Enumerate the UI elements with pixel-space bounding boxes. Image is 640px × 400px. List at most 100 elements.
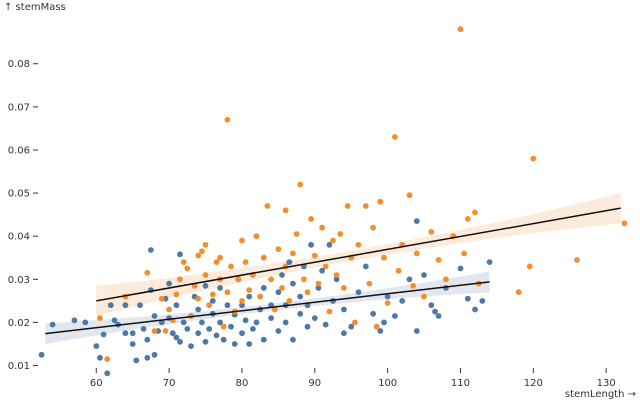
data-point <box>260 285 267 291</box>
data-point <box>279 285 285 291</box>
data-point <box>297 181 304 188</box>
data-point <box>406 276 413 283</box>
data-point <box>49 321 56 328</box>
data-point <box>384 293 391 300</box>
data-point <box>235 276 242 283</box>
data-point <box>279 272 285 278</box>
data-point <box>239 237 245 244</box>
data-point <box>301 276 307 283</box>
data-point <box>362 263 369 270</box>
data-point <box>220 336 227 343</box>
data-point <box>286 298 293 304</box>
data-point <box>373 323 380 330</box>
data-point <box>144 336 151 343</box>
data-point <box>286 259 293 265</box>
data-point <box>352 319 358 326</box>
data-point <box>151 313 158 319</box>
data-point <box>137 302 143 309</box>
data-point <box>271 306 278 313</box>
data-point <box>464 295 471 302</box>
y-tick-label: 0.01 <box>8 361 30 372</box>
data-point <box>399 298 406 304</box>
data-point <box>104 356 111 362</box>
data-point <box>337 231 344 237</box>
data-point <box>38 351 45 358</box>
data-point <box>173 291 180 298</box>
data-point <box>97 354 103 361</box>
data-point <box>213 259 220 265</box>
data-point <box>162 328 169 334</box>
data-point <box>195 295 202 302</box>
data-point <box>319 224 325 231</box>
x-axis: 60 70 80 90 100 110 120 130 <box>90 368 616 389</box>
data-point <box>421 272 427 278</box>
data-point <box>530 155 537 162</box>
data-point <box>435 313 442 319</box>
data-point <box>111 317 118 324</box>
data-point <box>260 254 267 261</box>
data-point <box>140 326 147 332</box>
data-point <box>209 291 216 298</box>
data-point <box>355 289 362 296</box>
data-point <box>217 319 224 326</box>
data-point <box>177 251 183 258</box>
data-point <box>239 302 245 309</box>
data-point <box>133 357 140 364</box>
data-point <box>297 310 304 317</box>
data-point <box>479 298 486 304</box>
data-point <box>257 293 264 300</box>
data-point <box>260 336 267 343</box>
x-tick-label: 110 <box>451 378 470 389</box>
data-point <box>413 218 420 225</box>
data-point <box>457 265 464 272</box>
data-point <box>311 252 318 259</box>
data-point <box>100 331 107 338</box>
data-point <box>206 302 213 309</box>
data-point <box>377 198 384 205</box>
data-point <box>195 252 202 259</box>
data-point <box>526 263 533 270</box>
data-point <box>217 285 224 291</box>
data-point <box>97 315 103 321</box>
data-point <box>122 330 129 337</box>
data-point <box>341 306 347 313</box>
data-point <box>326 241 333 248</box>
data-point <box>421 293 427 300</box>
data-point <box>322 263 329 270</box>
data-point <box>169 330 176 337</box>
data-point <box>428 229 435 235</box>
data-point <box>319 267 325 274</box>
data-point <box>209 298 216 304</box>
data-point <box>151 328 158 334</box>
data-point <box>308 216 314 222</box>
data-point <box>344 203 351 209</box>
data-point <box>293 231 300 237</box>
data-point <box>472 306 478 313</box>
regression-lines <box>45 207 621 335</box>
data-point <box>333 272 340 278</box>
data-point <box>246 287 253 293</box>
data-point <box>341 330 347 337</box>
data-point <box>224 289 231 296</box>
data-point <box>195 330 202 337</box>
data-point <box>220 323 227 330</box>
data-point <box>195 306 202 313</box>
data-point <box>322 321 329 328</box>
data-point <box>71 317 78 324</box>
data-point <box>406 192 413 199</box>
data-point <box>202 241 209 248</box>
data-point <box>464 216 471 222</box>
data-point <box>282 207 289 214</box>
data-point <box>158 295 165 302</box>
data-point <box>461 250 467 257</box>
data-point <box>239 298 245 304</box>
data-point <box>413 250 420 257</box>
data-point <box>377 328 384 334</box>
data-points <box>38 26 628 377</box>
y-tick-label: 0.03 <box>8 275 30 286</box>
data-point <box>362 203 369 209</box>
data-point <box>166 306 173 313</box>
data-point <box>275 328 282 334</box>
data-point <box>413 328 420 334</box>
